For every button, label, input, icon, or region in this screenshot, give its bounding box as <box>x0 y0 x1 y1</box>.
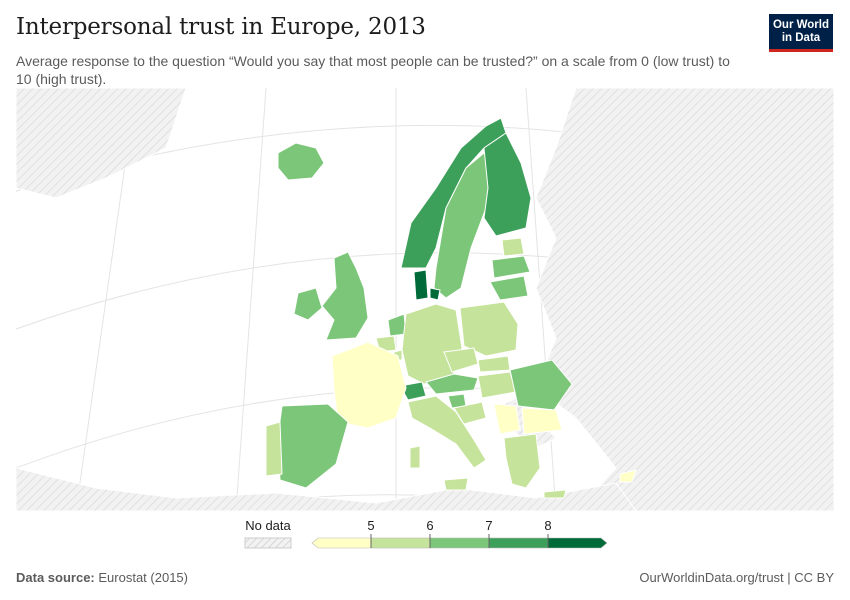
no-data-swatch <box>244 537 292 549</box>
logo-line-2: in Data <box>781 32 821 44</box>
region-poland[interactable] <box>459 301 519 357</box>
region-denmark[interactable] <box>413 269 441 301</box>
region-austria[interactable] <box>425 373 479 395</box>
region-czechia[interactable] <box>443 347 479 373</box>
legend-tick-label: 5 <box>367 518 374 533</box>
region-latvia[interactable] <box>491 255 531 279</box>
legend-bin-2[interactable] <box>429 537 490 549</box>
region-cyprus[interactable] <box>619 469 637 483</box>
region-france[interactable] <box>331 341 407 429</box>
owid-logo[interactable]: Our World in Data <box>769 14 833 52</box>
legend-tick-label: 7 <box>485 518 492 533</box>
region-malta[interactable] <box>543 489 567 499</box>
region-layer <box>265 117 637 499</box>
region-greece[interactable] <box>503 433 541 489</box>
no-data-label: No data <box>245 518 291 533</box>
data-source-value[interactable]: Eurostat (2015) <box>98 570 188 585</box>
region-switzerland[interactable] <box>399 381 427 401</box>
legend-bin-1[interactable] <box>370 537 431 549</box>
legend-tick-label: 8 <box>544 518 551 533</box>
region-bulgaria[interactable] <box>521 407 563 435</box>
chart-title: Interpersonal trust in Europe, 2013 <box>16 14 426 40</box>
region-portugal[interactable] <box>265 421 283 477</box>
legend-bin-0[interactable] <box>311 537 372 549</box>
region-croatia[interactable] <box>453 401 487 425</box>
data-source-label: Data source: <box>16 570 95 585</box>
region-serbia[interactable] <box>493 403 521 435</box>
region-lithuania[interactable] <box>489 275 529 301</box>
chart-subtitle: Average response to the question “Would … <box>16 53 730 87</box>
region-iceland[interactable] <box>277 142 325 181</box>
license-link[interactable]: OurWorldinData.org/trust | CC BY <box>639 570 834 585</box>
no-data-land <box>16 88 834 511</box>
region-united-kingdom[interactable] <box>321 251 369 341</box>
region-ireland[interactable] <box>293 287 323 321</box>
region-finland[interactable] <box>483 132 532 237</box>
legend-bin-4[interactable] <box>547 537 608 549</box>
legend-tick-label: 6 <box>426 518 433 533</box>
legend-bin-3[interactable] <box>488 537 549 549</box>
region-italy[interactable] <box>407 395 487 491</box>
color-legend: No data 5 6 7 8 <box>244 518 608 549</box>
europe-map <box>16 88 834 511</box>
logo-line-1: Our World <box>772 19 829 31</box>
region-estonia[interactable] <box>501 237 525 257</box>
data-source: Data source: Eurostat (2015) <box>16 570 188 585</box>
region-romania[interactable] <box>509 359 573 411</box>
